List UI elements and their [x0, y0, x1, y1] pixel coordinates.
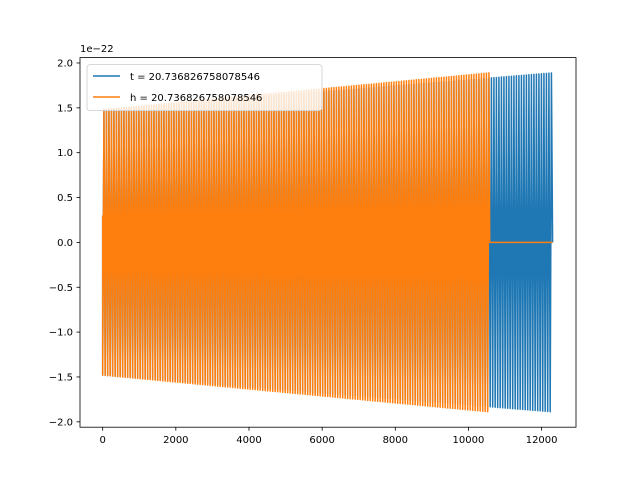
y-tick-label: −1.5: [49, 372, 73, 383]
y-tick-label: −2.0: [49, 417, 73, 428]
y-tick-label: 0.5: [57, 193, 73, 204]
y-tick-label: 0.0: [57, 238, 73, 249]
x-tick-label: 8000: [383, 435, 408, 446]
legend-box: [86, 64, 323, 111]
x-tick-label: 4000: [236, 435, 261, 446]
y-axis: −2.0 −1.5 −1.0 −0.5 0.0 0.5 1.0 1.5 2.0: [49, 58, 80, 428]
y-tick-label: 1.5: [57, 103, 73, 114]
x-tick-label: 12000: [526, 435, 558, 446]
y-tick-label: −1.0: [49, 328, 73, 339]
legend-label-t: t = 20.736826758078546: [130, 72, 260, 83]
legend-label-h: h = 20.736826758078546: [130, 93, 262, 104]
x-tick-label: 2000: [163, 435, 188, 446]
x-tick-label: 6000: [309, 435, 334, 446]
x-tick-label: 10000: [453, 435, 485, 446]
x-tick-label: 0: [99, 435, 105, 446]
legend: t = 20.736826758078546 h = 20.7368267580…: [86, 64, 323, 111]
x-axis: 0 2000 4000 6000 8000 10000 12000: [99, 427, 558, 446]
y-offset-label: 1e−22: [80, 44, 114, 55]
y-tick-label: 2.0: [57, 58, 73, 69]
y-tick-label: −0.5: [49, 283, 73, 294]
y-tick-label: 1.0: [57, 148, 73, 159]
